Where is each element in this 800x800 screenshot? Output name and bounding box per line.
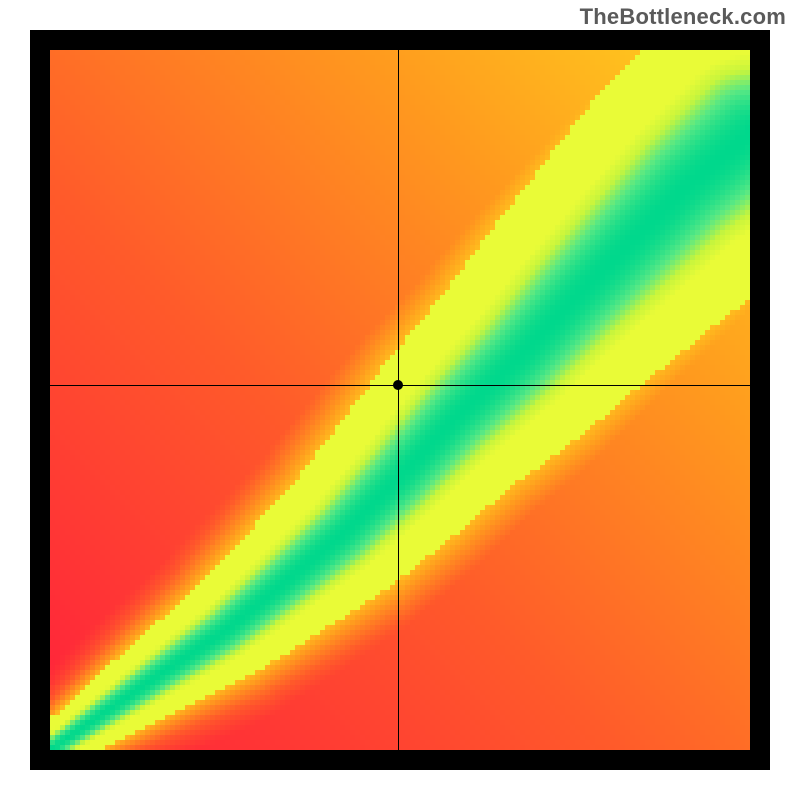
chart-container: TheBottleneck.com bbox=[0, 0, 800, 800]
watermark-text: TheBottleneck.com bbox=[580, 4, 786, 30]
plot-area bbox=[50, 50, 750, 750]
heatmap-canvas bbox=[50, 50, 750, 750]
plot-frame bbox=[30, 30, 770, 770]
